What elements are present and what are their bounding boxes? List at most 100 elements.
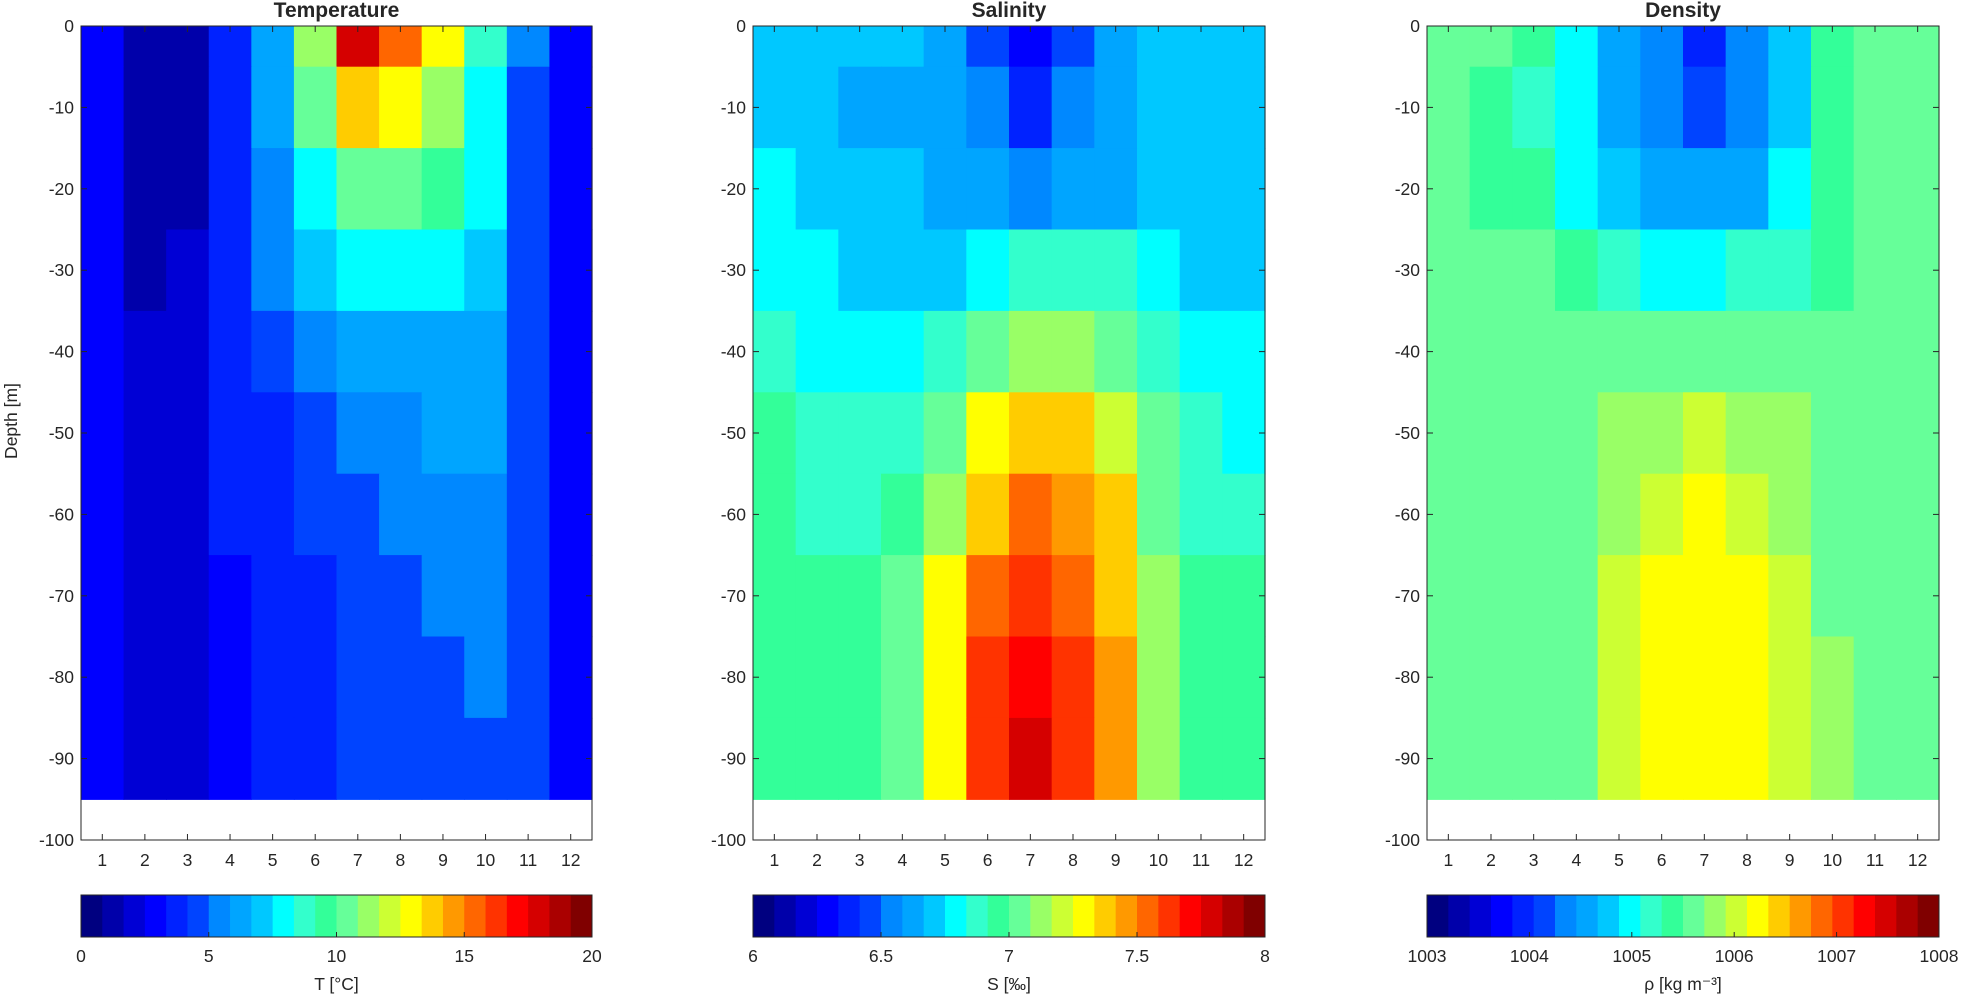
heatmap-cell	[923, 555, 967, 638]
heatmap-cell	[1009, 717, 1053, 800]
heatmap-cell	[1597, 473, 1641, 556]
y-tick-label: -20	[721, 179, 747, 199]
colorbar-segment	[1179, 895, 1202, 937]
heatmap-cell	[1811, 717, 1855, 800]
heatmap-cell	[1811, 310, 1855, 393]
colorbar-segment	[102, 895, 125, 937]
colorbar-segment	[293, 895, 316, 937]
heatmap-cell	[1853, 310, 1897, 393]
heatmap-cell	[1725, 392, 1769, 475]
heatmap-cell	[1811, 636, 1855, 719]
heatmap-cell	[1768, 636, 1812, 719]
heatmap-cell	[506, 392, 551, 475]
colorbar-segment	[1512, 895, 1535, 937]
y-tick-label: -60	[1395, 504, 1421, 524]
heatmap-cell	[379, 310, 423, 393]
heatmap-cell	[208, 473, 252, 556]
heatmap-cell	[464, 473, 508, 556]
colorbar-segment	[400, 895, 423, 937]
colorbar-segment	[379, 895, 401, 937]
heatmap-cell	[1811, 473, 1855, 556]
heatmap-cell	[838, 392, 882, 475]
x-tick-label: 6	[310, 850, 320, 870]
heatmap-cell	[1179, 26, 1223, 68]
heatmap-cell	[336, 310, 380, 393]
heatmap-cell	[1811, 26, 1855, 68]
heatmap-cell	[1597, 555, 1641, 638]
y-tick-label: -40	[1395, 342, 1421, 362]
heatmap-cell	[753, 555, 797, 638]
colorbar-tick-label: 0	[76, 946, 86, 966]
y-tick-label: -40	[49, 342, 75, 362]
colorbar-segment	[208, 895, 231, 937]
heatmap-cell	[379, 392, 423, 475]
heatmap-cell	[1137, 636, 1181, 719]
heatmap-cell	[1768, 717, 1812, 800]
heatmap-cell	[166, 148, 210, 231]
heatmap-cell	[1640, 555, 1684, 638]
colorbar-segment	[902, 895, 925, 937]
heatmap-cell	[1725, 555, 1769, 638]
x-tick-label: 1	[769, 850, 779, 870]
heatmap-cell	[1512, 392, 1556, 475]
heatmap-cell	[1725, 229, 1769, 312]
heatmap-cell	[923, 473, 967, 556]
heatmap-cell	[1768, 148, 1812, 231]
y-axis-label: Depth [m]	[1, 383, 21, 459]
heatmap-cell	[464, 392, 508, 475]
heatmap-cell	[1725, 26, 1769, 68]
heatmap-cell	[966, 148, 1010, 231]
heatmap-cell	[1768, 310, 1812, 393]
heatmap-cell	[1137, 310, 1181, 393]
heatmap-cell	[336, 148, 380, 231]
heatmap-cell	[1853, 148, 1897, 231]
heatmap-cell	[1896, 229, 1940, 312]
heatmap-cell	[795, 310, 839, 393]
colorbar-tick-label: 10	[327, 946, 347, 966]
heatmap-cell	[1597, 392, 1641, 475]
heatmap-cell	[464, 148, 508, 231]
colorbar-segment	[795, 895, 818, 937]
colorbar-tick-label: 7	[1004, 946, 1014, 966]
heatmap-cell	[1725, 148, 1769, 231]
colorbar-tick-label: 8	[1260, 946, 1270, 966]
heatmap-cells	[753, 26, 1266, 800]
heatmap-cell	[1009, 66, 1053, 149]
heatmap-cell	[421, 717, 465, 800]
heatmap-cell	[81, 26, 125, 68]
heatmap-cell	[336, 26, 380, 68]
heatmap-cell	[208, 392, 252, 475]
heatmap-cell	[1512, 148, 1556, 231]
heatmap-cell	[1683, 229, 1727, 312]
heatmap-cell	[1768, 66, 1812, 149]
x-tick-label: 1	[1443, 850, 1453, 870]
y-tick-label: 0	[1410, 16, 1420, 36]
y-tick-label: -50	[49, 423, 75, 443]
colorbar-segment	[1768, 895, 1791, 937]
heatmap-cell	[251, 66, 295, 149]
heatmap-cell	[506, 66, 551, 149]
heatmap-cell	[123, 636, 167, 719]
heatmap-cell	[1597, 148, 1641, 231]
heatmap-cell	[1009, 26, 1053, 68]
heatmap-cell	[1555, 229, 1599, 312]
heatmap-cell	[123, 555, 167, 638]
heatmap-cell	[838, 473, 882, 556]
heatmap-cell	[81, 392, 125, 475]
colorbar-segment	[1222, 895, 1245, 937]
heatmap-cell	[123, 26, 167, 68]
colorbar-segment	[230, 895, 252, 937]
heatmap-cell	[1094, 310, 1138, 393]
heatmap-cell	[838, 555, 882, 638]
heatmap-cell	[1051, 473, 1095, 556]
colorbar-segment	[1427, 895, 1449, 937]
heatmap-cell	[1179, 636, 1223, 719]
colorbar-segment	[315, 895, 337, 937]
heatmap-cell	[1051, 148, 1095, 231]
heatmap-cell	[1512, 636, 1556, 719]
x-tick-label: 7	[353, 850, 363, 870]
y-tick-label: 0	[64, 16, 74, 36]
heatmap-cell	[753, 229, 797, 312]
heatmap-cell	[208, 555, 252, 638]
colorbar-tick-label: 1006	[1715, 946, 1754, 966]
